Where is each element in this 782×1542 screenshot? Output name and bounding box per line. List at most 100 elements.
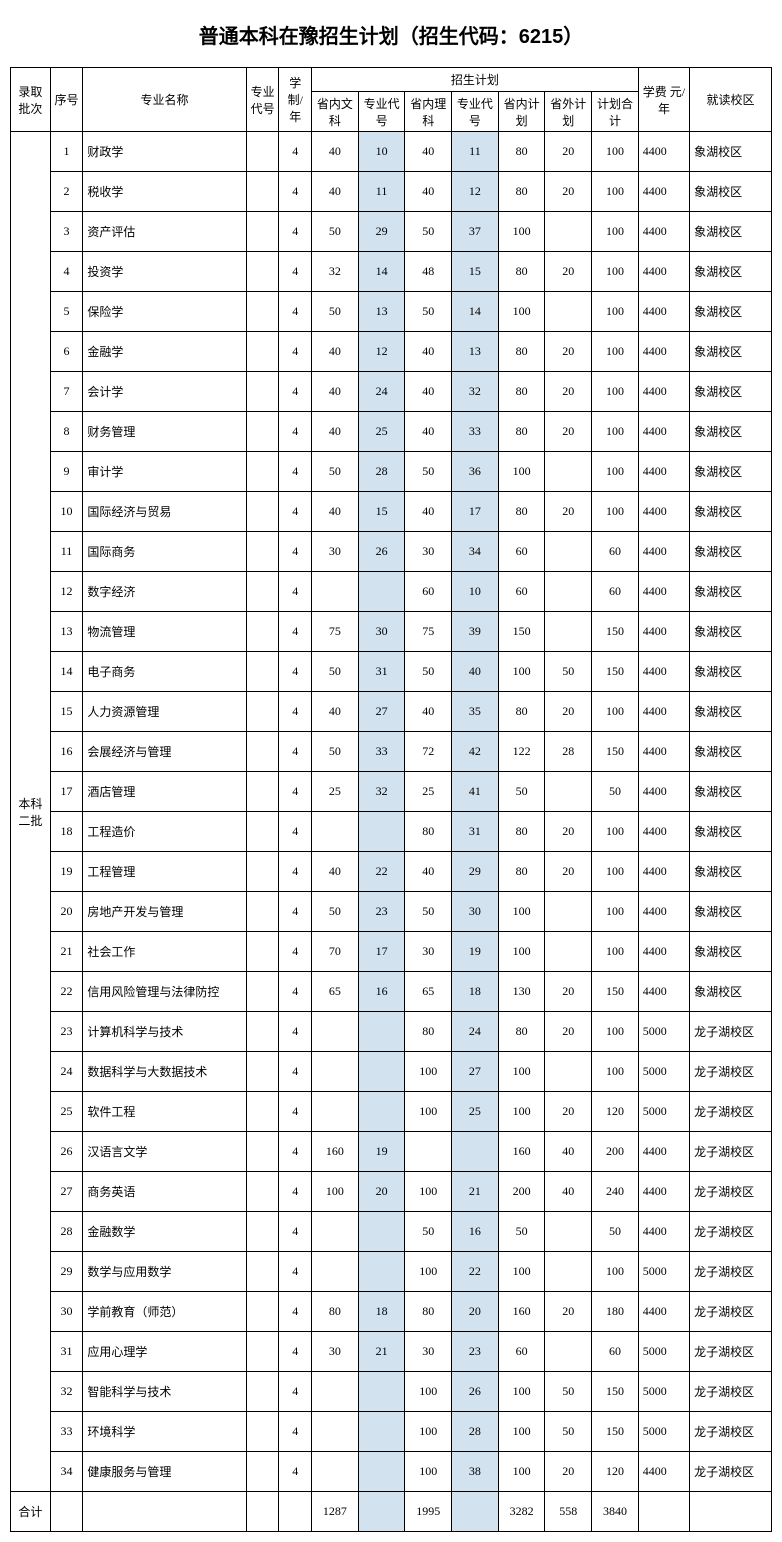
cell-out <box>545 772 592 812</box>
cell-code <box>246 1172 279 1212</box>
cell-in: 80 <box>498 372 545 412</box>
table-row: 9审计学4502850361001004400象湖校区 <box>11 452 772 492</box>
cell-code <box>246 292 279 332</box>
cell-fee: 4400 <box>638 812 689 852</box>
cell-years: 4 <box>279 292 312 332</box>
cell-campus: 象湖校区 <box>690 252 772 292</box>
cell-lcode: 37 <box>452 212 499 252</box>
table-row: 15人力资源管理44027403580201004400象湖校区 <box>11 692 772 732</box>
cell-lcode: 14 <box>452 292 499 332</box>
cell-total: 150 <box>592 732 639 772</box>
table-row: 7会计学44024403280201004400象湖校区 <box>11 372 772 412</box>
cell-wcode: 18 <box>358 1292 405 1332</box>
cell-years: 4 <box>279 132 312 172</box>
cell-fee: 5000 <box>638 1332 689 1372</box>
cell-name: 学前教育（师范） <box>83 1292 246 1332</box>
header-row-1: 录取批次 序号 专业名称 专业代号 学制/年 招生计划 学费 元/年 就读校区 <box>11 68 772 92</box>
cell-fee: 4400 <box>638 212 689 252</box>
cell-code <box>246 812 279 852</box>
cell-wen: 32 <box>312 252 359 292</box>
cell-seq: 24 <box>50 1052 83 1092</box>
cell-li: 30 <box>405 932 452 972</box>
cell-wen: 40 <box>312 132 359 172</box>
cell-in: 100 <box>498 1092 545 1132</box>
cell-code <box>246 332 279 372</box>
cell-seq: 23 <box>50 1012 83 1052</box>
cell-years: 4 <box>279 1412 312 1452</box>
cell-years: 4 <box>279 572 312 612</box>
total-empty <box>279 1492 312 1532</box>
table-row: 17酒店管理42532254150504400象湖校区 <box>11 772 772 812</box>
cell-out: 20 <box>545 372 592 412</box>
cell-out: 40 <box>545 1132 592 1172</box>
cell-fee: 4400 <box>638 172 689 212</box>
cell-wen: 30 <box>312 532 359 572</box>
cell-total: 100 <box>592 1252 639 1292</box>
cell-fee: 5000 <box>638 1412 689 1452</box>
hdr-batch: 录取批次 <box>11 68 51 132</box>
cell-years: 4 <box>279 732 312 772</box>
cell-total: 100 <box>592 692 639 732</box>
cell-out: 20 <box>545 972 592 1012</box>
cell-code <box>246 1052 279 1092</box>
cell-years: 4 <box>279 692 312 732</box>
table-row: 33环境科学410028100501505000龙子湖校区 <box>11 1412 772 1452</box>
cell-wcode: 13 <box>358 292 405 332</box>
cell-code <box>246 1012 279 1052</box>
cell-in: 100 <box>498 932 545 972</box>
total-label: 合计 <box>11 1492 51 1532</box>
cell-seq: 8 <box>50 412 83 452</box>
cell-lcode: 28 <box>452 1412 499 1452</box>
cell-lcode: 33 <box>452 412 499 452</box>
cell-out: 50 <box>545 652 592 692</box>
cell-out: 20 <box>545 692 592 732</box>
cell-seq: 6 <box>50 332 83 372</box>
cell-in: 60 <box>498 572 545 612</box>
cell-fee: 4400 <box>638 452 689 492</box>
cell-campus: 象湖校区 <box>690 452 772 492</box>
table-row: 2税收学44011401280201004400象湖校区 <box>11 172 772 212</box>
cell-fee: 5000 <box>638 1092 689 1132</box>
hdr-out: 省外计划 <box>545 92 592 132</box>
cell-campus: 龙子湖校区 <box>690 1132 772 1172</box>
cell-wen: 50 <box>312 892 359 932</box>
cell-wen: 65 <box>312 972 359 1012</box>
cell-campus: 象湖校区 <box>690 652 772 692</box>
cell-seq: 12 <box>50 572 83 612</box>
enrollment-table: 录取批次 序号 专业名称 专业代号 学制/年 招生计划 学费 元/年 就读校区 … <box>10 67 772 1532</box>
cell-wen <box>312 1252 359 1292</box>
table-row: 11国际商务43026303460604400象湖校区 <box>11 532 772 572</box>
cell-name: 电子商务 <box>83 652 246 692</box>
cell-name: 国际经济与贸易 <box>83 492 246 532</box>
cell-out: 20 <box>545 812 592 852</box>
cell-li <box>405 1132 452 1172</box>
cell-name: 数字经济 <box>83 572 246 612</box>
cell-in: 100 <box>498 892 545 932</box>
cell-li: 100 <box>405 1052 452 1092</box>
cell-wen <box>312 1092 359 1132</box>
cell-code <box>246 1252 279 1292</box>
cell-seq: 34 <box>50 1452 83 1492</box>
cell-name: 保险学 <box>83 292 246 332</box>
cell-campus: 象湖校区 <box>690 612 772 652</box>
cell-code <box>246 892 279 932</box>
cell-fee: 4400 <box>638 892 689 932</box>
cell-wcode <box>358 1092 405 1132</box>
cell-seq: 30 <box>50 1292 83 1332</box>
cell-seq: 25 <box>50 1092 83 1132</box>
cell-li: 100 <box>405 1252 452 1292</box>
cell-in: 100 <box>498 1412 545 1452</box>
cell-total: 240 <box>592 1172 639 1212</box>
table-row: 32智能科学与技术410026100501505000龙子湖校区 <box>11 1372 772 1412</box>
cell-code <box>246 1292 279 1332</box>
cell-out: 50 <box>545 1372 592 1412</box>
cell-out: 20 <box>545 852 592 892</box>
cell-fee: 4400 <box>638 1212 689 1252</box>
cell-out: 20 <box>545 1292 592 1332</box>
cell-out <box>545 532 592 572</box>
cell-total: 50 <box>592 772 639 812</box>
cell-name: 税收学 <box>83 172 246 212</box>
table-row: 34健康服务与管理410038100201204400龙子湖校区 <box>11 1452 772 1492</box>
cell-total: 100 <box>592 252 639 292</box>
hdr-major-code: 专业代号 <box>246 68 279 132</box>
